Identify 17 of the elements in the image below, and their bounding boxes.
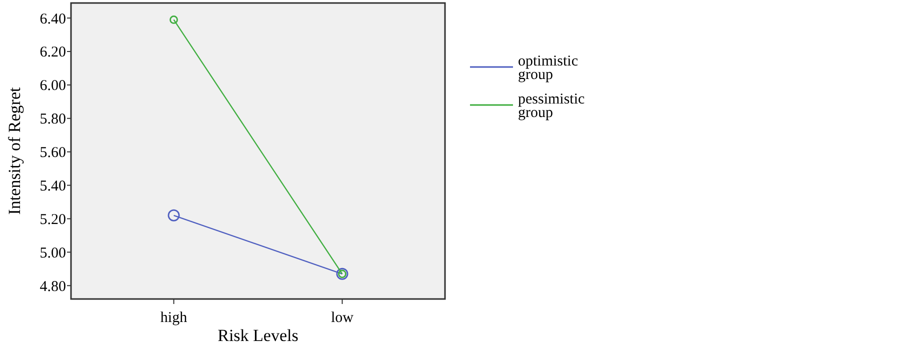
y-tick-label: 4.80 — [40, 278, 66, 295]
x-tick-label: low — [330, 310, 354, 326]
point — [170, 16, 178, 24]
y-tick-label: 5.20 — [40, 212, 66, 228]
y-axis-title: Intensity of Regret — [5, 86, 24, 215]
y-tick-label: 5.00 — [40, 245, 66, 262]
y-tick-label: 6.20 — [40, 44, 66, 61]
point — [168, 209, 180, 222]
y-tick-label: 5.60 — [40, 145, 66, 162]
x-tick-label: high — [160, 310, 188, 326]
y-tick-label: 6.40 — [40, 11, 66, 28]
legend-label: pessimistic group — [518, 91, 586, 121]
y-tick-label: 6.00 — [40, 78, 66, 94]
y-tick-label: 5.80 — [40, 112, 66, 128]
y-tick-label: 5.40 — [40, 178, 66, 195]
x-axis-title: Risk Levels — [218, 326, 298, 345]
legend-label: optimistic group — [518, 53, 578, 83]
